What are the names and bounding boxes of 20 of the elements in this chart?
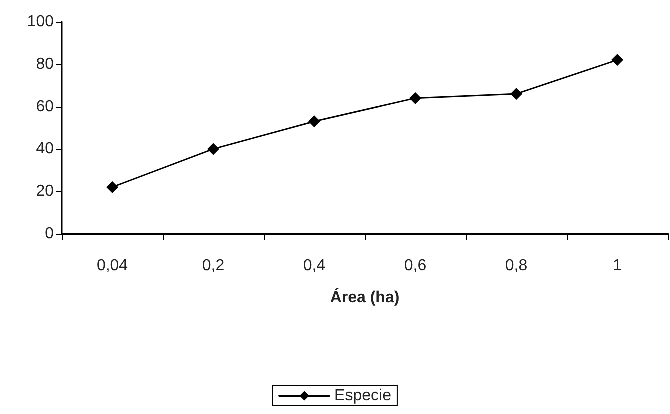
x-tick-label: 0,2 xyxy=(202,258,225,274)
point xyxy=(510,88,522,100)
y-tick-label: 0 xyxy=(45,226,54,242)
y-tick-label: 100 xyxy=(27,14,54,30)
point xyxy=(308,116,320,128)
point xyxy=(612,54,624,66)
x-tick-label: 0,6 xyxy=(404,258,427,274)
y-tick-label: 80 xyxy=(36,56,54,73)
legend-label: Especie xyxy=(334,388,392,404)
x-tick-label: 0,4 xyxy=(303,258,326,274)
x-tick-label: 0,04 xyxy=(96,258,128,274)
y-tick-label: 60 xyxy=(36,98,54,116)
x-tick-label: 0,8 xyxy=(505,258,528,274)
y-tick-label: 40 xyxy=(36,140,54,158)
point xyxy=(410,92,422,104)
x-axis-title: Área (ha) xyxy=(330,288,400,306)
x-tick-label: 1 xyxy=(613,258,622,274)
y-tick-label: 20 xyxy=(36,183,54,200)
point xyxy=(106,181,118,194)
point xyxy=(208,143,220,156)
